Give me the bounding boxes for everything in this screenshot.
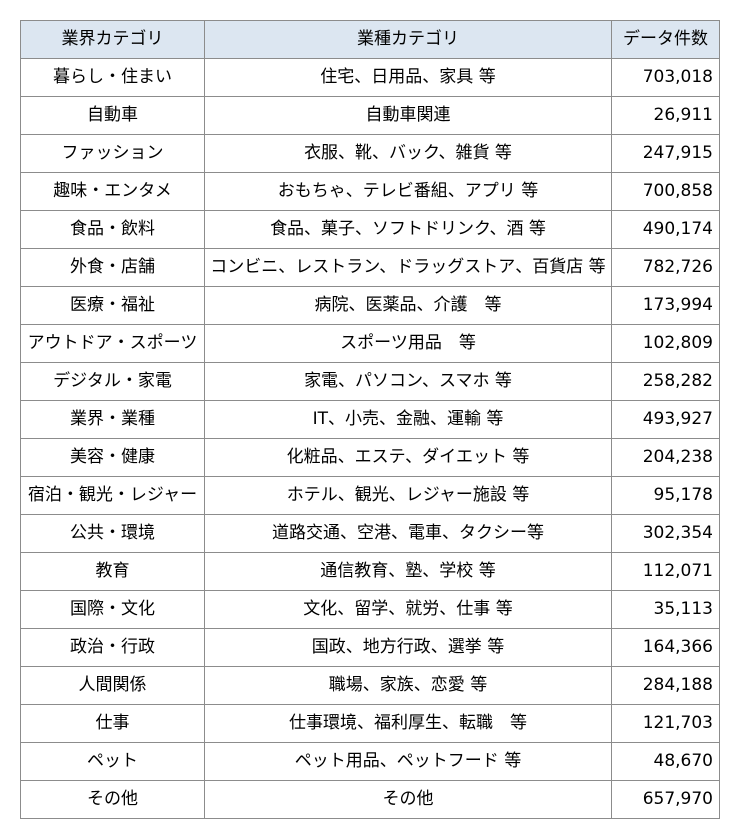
business-category-cell: 文化、留学、就労、仕事 等	[204, 590, 612, 629]
business-category-cell: 職場、家族、恋愛 等	[204, 666, 612, 705]
industry-category-cell: 暮らし・住まい	[20, 58, 205, 97]
industry-category-cell: デジタル・家電	[20, 362, 205, 401]
business-category-cell: 住宅、日用品、家具 等	[204, 58, 612, 97]
header-row: 業界カテゴリ 業種カテゴリ データ件数	[20, 20, 720, 59]
business-category-cell: 国政、地方行政、選挙 等	[204, 628, 612, 667]
industry-category-cell: 国際・文化	[20, 590, 205, 629]
business-category-cell: 衣服、靴、バック、雑貨 等	[204, 134, 612, 173]
table-row: 人間関係 職場、家族、恋愛 等 284,188	[20, 666, 720, 705]
business-category-cell: コンビニ、レストラン、ドラッグストア、百貨店 等	[204, 248, 612, 287]
business-category-cell: 道路交通、空港、電車、タクシー等	[204, 514, 612, 553]
category-table: 業界カテゴリ 業種カテゴリ データ件数 暮らし・住まい 住宅、日用品、家具 等 70…	[20, 20, 720, 819]
header-data-count: データ件数	[611, 20, 720, 59]
data-count-cell: 258,282	[611, 362, 720, 401]
table-row: 自動車 自動車関連 26,911	[20, 96, 720, 135]
industry-category-cell: 趣味・エンタメ	[20, 172, 205, 211]
table-row: 趣味・エンタメ おもちゃ、テレビ番組、アプリ 等 700,858	[20, 172, 720, 211]
industry-category-cell: 医療・福祉	[20, 286, 205, 325]
data-count-cell: 26,911	[611, 96, 720, 135]
table-row: アウトドア・スポーツ スポーツ用品 等 102,809	[20, 324, 720, 363]
table-row: 政治・行政 国政、地方行政、選挙 等 164,366	[20, 628, 720, 667]
industry-category-cell: その他	[20, 780, 205, 819]
table-row: ペット ペット用品、ペットフード 等 48,670	[20, 742, 720, 781]
data-count-cell: 173,994	[611, 286, 720, 325]
table-row: 宿泊・観光・レジャー ホテル、観光、レジャー施設 等 95,178	[20, 476, 720, 515]
data-count-cell: 48,670	[611, 742, 720, 781]
data-count-cell: 700,858	[611, 172, 720, 211]
table-row: 教育 通信教育、塾、学校 等 112,071	[20, 552, 720, 591]
data-count-cell: 657,970	[611, 780, 720, 819]
data-count-cell: 703,018	[611, 58, 720, 97]
table-row: 公共・環境 道路交通、空港、電車、タクシー等 302,354	[20, 514, 720, 553]
industry-category-cell: 仕事	[20, 704, 205, 743]
industry-category-cell: 美容・健康	[20, 438, 205, 477]
industry-category-cell: ファッション	[20, 134, 205, 173]
business-category-cell: 通信教育、塾、学校 等	[204, 552, 612, 591]
table-row: ファッション 衣服、靴、バック、雑貨 等 247,915	[20, 134, 720, 173]
data-count-cell: 284,188	[611, 666, 720, 705]
business-category-cell: ペット用品、ペットフード 等	[204, 742, 612, 781]
data-count-cell: 35,113	[611, 590, 720, 629]
data-count-cell: 493,927	[611, 400, 720, 439]
industry-category-cell: 教育	[20, 552, 205, 591]
data-count-cell: 102,809	[611, 324, 720, 363]
table-row: その他 その他 657,970	[20, 780, 720, 819]
data-count-cell: 782,726	[611, 248, 720, 287]
industry-category-cell: 食品・飲料	[20, 210, 205, 249]
data-count-cell: 164,366	[611, 628, 720, 667]
table-row: 国際・文化 文化、留学、就労、仕事 等 35,113	[20, 590, 720, 629]
data-count-cell: 490,174	[611, 210, 720, 249]
industry-category-cell: 公共・環境	[20, 514, 205, 553]
business-category-cell: IT、小売、金融、運輸 等	[204, 400, 612, 439]
industry-category-cell: 政治・行政	[20, 628, 205, 667]
industry-category-cell: 人間関係	[20, 666, 205, 705]
industry-category-cell: ペット	[20, 742, 205, 781]
business-category-cell: スポーツ用品 等	[204, 324, 612, 363]
table-row: 美容・健康 化粧品、エステ、ダイエット 等 204,238	[20, 438, 720, 477]
business-category-cell: ホテル、観光、レジャー施設 等	[204, 476, 612, 515]
table-row: 食品・飲料 食品、菓子、ソフトドリンク、酒 等 490,174	[20, 210, 720, 249]
data-count-cell: 302,354	[611, 514, 720, 553]
industry-category-cell: アウトドア・スポーツ	[20, 324, 205, 363]
industry-category-cell: 自動車	[20, 96, 205, 135]
business-category-cell: 自動車関連	[204, 96, 612, 135]
industry-category-cell: 宿泊・観光・レジャー	[20, 476, 205, 515]
header-industry-category: 業界カテゴリ	[20, 20, 205, 59]
data-count-cell: 204,238	[611, 438, 720, 477]
data-count-cell: 247,915	[611, 134, 720, 173]
table-row: 業界・業種 IT、小売、金融、運輸 等 493,927	[20, 400, 720, 439]
business-category-cell: 病院、医薬品、介護 等	[204, 286, 612, 325]
business-category-cell: 仕事環境、福利厚生、転職 等	[204, 704, 612, 743]
table-row: 医療・福祉 病院、医薬品、介護 等 173,994	[20, 286, 720, 325]
data-count-cell: 121,703	[611, 704, 720, 743]
table-body: 暮らし・住まい 住宅、日用品、家具 等 703,018 自動車 自動車関連 26,911 フ…	[20, 58, 720, 819]
table-row: 仕事 仕事環境、福利厚生、転職 等 121,703	[20, 704, 720, 743]
table-row: 外食・店舗 コンビニ、レストラン、ドラッグストア、百貨店 等 782,726	[20, 248, 720, 287]
business-category-cell: その他	[204, 780, 612, 819]
business-category-cell: おもちゃ、テレビ番組、アプリ 等	[204, 172, 612, 211]
data-count-cell: 112,071	[611, 552, 720, 591]
category-table-container: 業界カテゴリ 業種カテゴリ データ件数 暮らし・住まい 住宅、日用品、家具 等 70…	[20, 20, 720, 819]
table-row: デジタル・家電 家電、パソコン、スマホ 等 258,282	[20, 362, 720, 401]
header-business-category: 業種カテゴリ	[204, 20, 612, 59]
business-category-cell: 化粧品、エステ、ダイエット 等	[204, 438, 612, 477]
business-category-cell: 家電、パソコン、スマホ 等	[204, 362, 612, 401]
business-category-cell: 食品、菓子、ソフトドリンク、酒 等	[204, 210, 612, 249]
table-row: 暮らし・住まい 住宅、日用品、家具 等 703,018	[20, 58, 720, 97]
industry-category-cell: 外食・店舗	[20, 248, 205, 287]
data-count-cell: 95,178	[611, 476, 720, 515]
industry-category-cell: 業界・業種	[20, 400, 205, 439]
